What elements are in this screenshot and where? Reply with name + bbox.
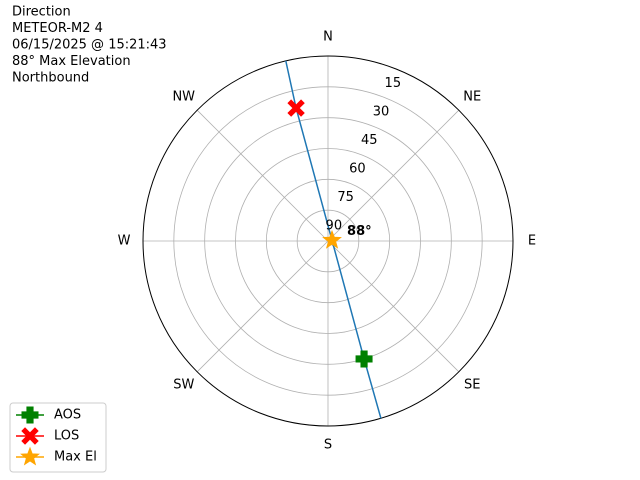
r-tick-label: 60 bbox=[349, 161, 366, 176]
grid-spoke bbox=[196, 240, 329, 373]
title-line: Direction bbox=[12, 5, 71, 20]
annotation: 88° bbox=[347, 224, 372, 239]
title-line: 06/15/2025 @ 15:21:43 bbox=[12, 38, 167, 53]
legend-label: AOS bbox=[54, 408, 81, 423]
theta-tick-label: SE bbox=[464, 378, 480, 393]
legend-marker bbox=[20, 446, 40, 466]
grid-spoke bbox=[327, 240, 460, 373]
title-line: METEOR-M2 4 bbox=[12, 21, 103, 36]
r-tick-label: 90 bbox=[326, 218, 343, 233]
theta-tick-label: SW bbox=[173, 378, 194, 393]
r-tick-label: 75 bbox=[337, 190, 354, 205]
theta-tick-label: E bbox=[528, 234, 536, 249]
title-line: Northbound bbox=[12, 71, 89, 86]
r-tick-label: 30 bbox=[373, 104, 390, 119]
legend-marker bbox=[21, 406, 39, 424]
title-line: 88° Max Elevation bbox=[12, 54, 131, 69]
theta-tick-label: S bbox=[324, 438, 332, 453]
theta-tick-label: NE bbox=[463, 89, 481, 104]
r-tick-label: 15 bbox=[385, 76, 402, 91]
polar-frame bbox=[142, 55, 514, 427]
marker-x bbox=[287, 99, 305, 117]
legend-label: LOS bbox=[54, 429, 79, 444]
legend-label: Max El bbox=[54, 450, 97, 465]
marker-plus bbox=[355, 350, 373, 368]
grid-spoke bbox=[327, 109, 460, 242]
grid-spoke bbox=[196, 109, 329, 242]
r-tick-label: 45 bbox=[361, 133, 378, 148]
theta-tick-label: W bbox=[118, 234, 131, 249]
marker-star bbox=[322, 229, 342, 249]
legend-marker bbox=[21, 427, 39, 445]
theta-tick-label: NW bbox=[172, 89, 195, 104]
theta-tick-label: N bbox=[323, 30, 333, 45]
